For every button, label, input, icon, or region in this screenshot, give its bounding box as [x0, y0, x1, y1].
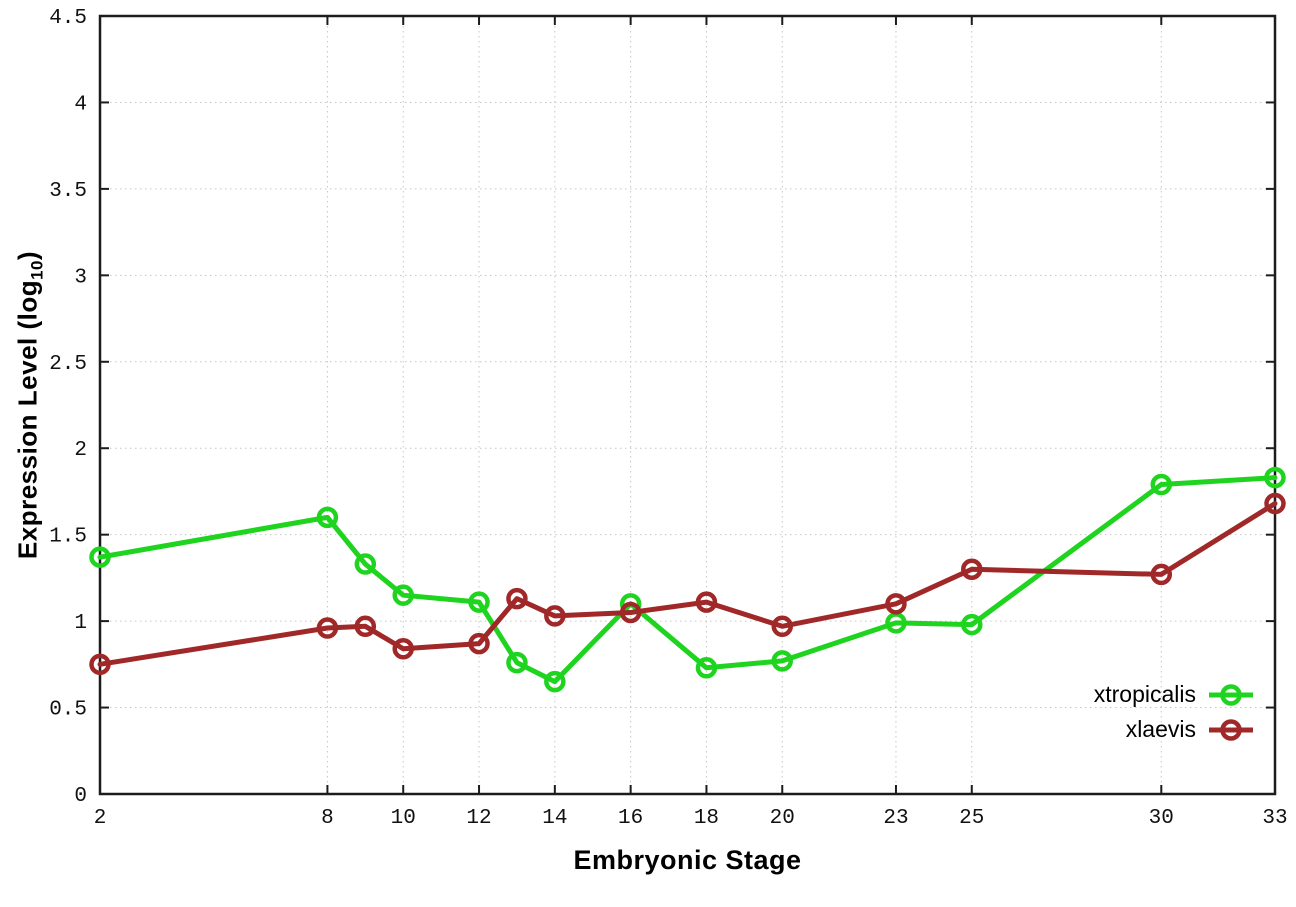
x-tick-label: 18: [694, 807, 719, 830]
x-tick-label: 20: [770, 807, 795, 830]
marker-xlaevis: [1150, 563, 1173, 586]
marker-xlaevis: [544, 605, 566, 627]
marker-xlaevis: [392, 638, 414, 660]
marker-xtropicalis: [1264, 466, 1286, 489]
marker-xlaevis: [695, 591, 718, 613]
legend-item-xtropicalis: xtropicalis: [1094, 678, 1254, 711]
marker-xlaevis: [885, 593, 907, 615]
x-tick-label: 16: [618, 807, 643, 830]
legend-label-xlaevis: xlaevis: [1125, 716, 1196, 742]
plot-border: [98, 14, 1277, 796]
marker-xlaevis: [316, 617, 339, 639]
marker-xlaevis: [354, 615, 377, 638]
marker-xtropicalis: [771, 650, 794, 672]
y-tick-label: 2: [74, 439, 87, 462]
marker-xtropicalis: [89, 546, 111, 568]
x-tick-label: 8: [321, 807, 334, 830]
x-tick-label: 25: [959, 807, 984, 830]
y-tick-label: 4.5: [49, 7, 87, 30]
marker-xlaevis: [961, 558, 983, 580]
y-tick-label: 3: [74, 266, 87, 289]
marker-xtropicalis: [392, 584, 414, 606]
legend-marker-xtropicalis-icon: [1209, 683, 1253, 706]
marker-xtropicalis: [544, 670, 566, 693]
y-tick-label: 1.5: [49, 526, 87, 549]
legend-marker-xlaevis-icon: [1209, 718, 1253, 741]
marker-xtropicalis: [316, 506, 339, 529]
x-tick-label: 23: [883, 807, 908, 830]
x-tick-label: 14: [542, 807, 567, 830]
y-axis-label-text: Expression Level (log: [12, 279, 43, 560]
marker-xlaevis: [771, 615, 794, 638]
y-tick-label: 4: [74, 93, 87, 116]
x-tick-label: 10: [391, 807, 416, 830]
marker-xlaevis: [468, 632, 490, 655]
x-tick-label: 12: [466, 807, 491, 830]
marker-xlaevis: [619, 601, 642, 624]
x-tick-label: 30: [1149, 807, 1174, 830]
y-axis-label-close: ): [12, 250, 43, 261]
marker-xtropicalis: [961, 613, 983, 636]
marker-xtropicalis: [695, 657, 718, 679]
marker-xlaevis: [1264, 492, 1286, 515]
x-axis-label: Embryonic Stage: [573, 845, 802, 875]
y-tick-label: 1: [74, 612, 87, 635]
y-tick-label: 3.5: [49, 180, 87, 203]
legend-item-xlaevis: xlaevis: [1094, 713, 1254, 746]
x-tick-label: 33: [1262, 807, 1287, 830]
marker-xtropicalis: [468, 591, 490, 613]
marker-xlaevis: [89, 653, 111, 676]
marker-xtropicalis: [1150, 473, 1173, 496]
y-axis-label: Expression Level (log10): [12, 251, 47, 559]
marker-xtropicalis: [354, 553, 377, 575]
y-axis-label-subscript: 10: [27, 260, 47, 280]
y-tick-label: 2.5: [49, 353, 87, 376]
x-tick-label: 2: [94, 807, 107, 830]
y-tick-label: 0.5: [49, 699, 87, 722]
y-tick-label: 0: [74, 785, 87, 808]
legend: xtropicalis xlaevis: [1094, 678, 1254, 746]
series-line-xtropicalis: [97, 475, 1278, 685]
marker-xtropicalis: [506, 651, 528, 674]
marker-xlaevis: [506, 587, 528, 610]
legend-label-xtropicalis: xtropicalis: [1093, 681, 1196, 707]
